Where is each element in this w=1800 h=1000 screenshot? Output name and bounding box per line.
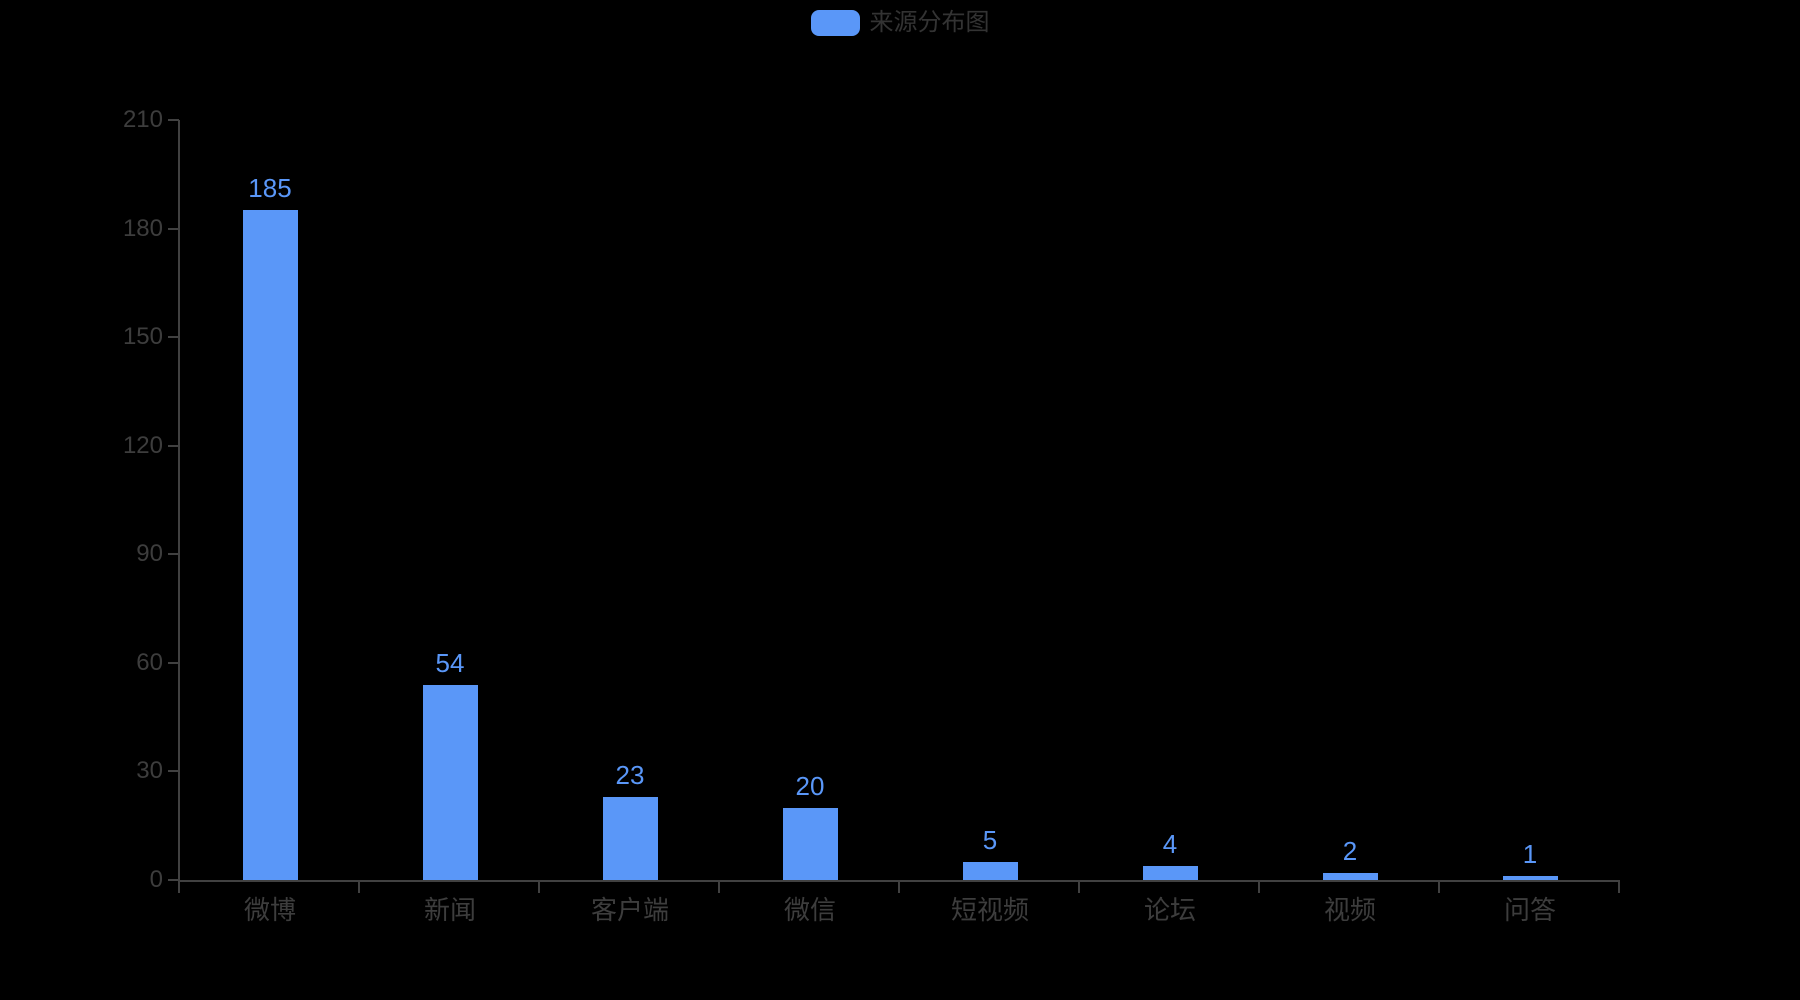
bar-6[interactable] — [1322, 872, 1378, 880]
value-label-5: 4 — [1162, 828, 1178, 859]
y-tick-mark — [168, 553, 179, 556]
category-label-3: 微信 — [783, 895, 836, 925]
category-label-7: 问答 — [1503, 895, 1556, 925]
y-tick-mark — [168, 661, 179, 664]
value-label-1: 54 — [435, 647, 465, 678]
bar-7[interactable] — [1502, 876, 1558, 880]
y-tick-mark — [168, 227, 179, 230]
y-tick-mark — [168, 444, 179, 447]
y-tick-label: 30 — [136, 757, 163, 785]
x-tick-mark — [1078, 880, 1080, 893]
legend-marker — [810, 10, 860, 36]
x-tick-mark — [1258, 880, 1260, 893]
bar-3[interactable] — [782, 807, 838, 880]
y-tick-label: 60 — [136, 648, 163, 676]
x-tick-mark — [718, 880, 720, 893]
y-tick-label: 90 — [136, 540, 163, 568]
y-tick-label: 120 — [122, 431, 163, 459]
category-label-1: 新闻 — [423, 895, 476, 925]
x-tick-mark — [358, 880, 360, 893]
y-tick-mark — [168, 336, 179, 339]
y-tick-label: 0 — [149, 866, 163, 893]
category-label-6: 视频 — [1323, 895, 1376, 925]
x-tick-mark — [178, 880, 180, 893]
value-label-7: 1 — [1522, 839, 1538, 870]
bar-4[interactable] — [962, 861, 1018, 880]
y-tick-label: 150 — [122, 323, 163, 351]
bar-2[interactable] — [602, 796, 658, 880]
y-tick-mark — [168, 119, 179, 121]
x-tick-mark — [538, 880, 540, 893]
y-tick-mark — [168, 879, 179, 881]
y-tick-mark — [168, 770, 179, 773]
legend-item-sources[interactable]: 来源分布图 — [0, 8, 1800, 38]
value-label-2: 23 — [615, 759, 645, 790]
category-label-5: 论坛 — [1143, 895, 1196, 925]
value-label-0: 185 — [248, 173, 292, 204]
category-label-2: 客户端 — [590, 895, 669, 925]
y-tick-label: 180 — [122, 214, 163, 242]
y-axis-line — [178, 120, 180, 880]
value-label-3: 20 — [795, 770, 825, 801]
bar-0[interactable] — [242, 210, 298, 880]
value-label-6: 2 — [1342, 835, 1358, 866]
category-label-0: 微博 — [243, 895, 296, 925]
bar-5[interactable] — [1142, 865, 1198, 880]
bar-1[interactable] — [422, 684, 478, 880]
x-tick-mark — [1618, 880, 1620, 893]
value-label-4: 5 — [982, 824, 998, 855]
legend-label: 来源分布图 — [869, 9, 990, 36]
category-label-4: 短视频 — [950, 895, 1029, 925]
y-tick-label: 210 — [122, 106, 163, 133]
x-tick-mark — [1438, 880, 1440, 893]
x-tick-mark — [898, 880, 900, 893]
